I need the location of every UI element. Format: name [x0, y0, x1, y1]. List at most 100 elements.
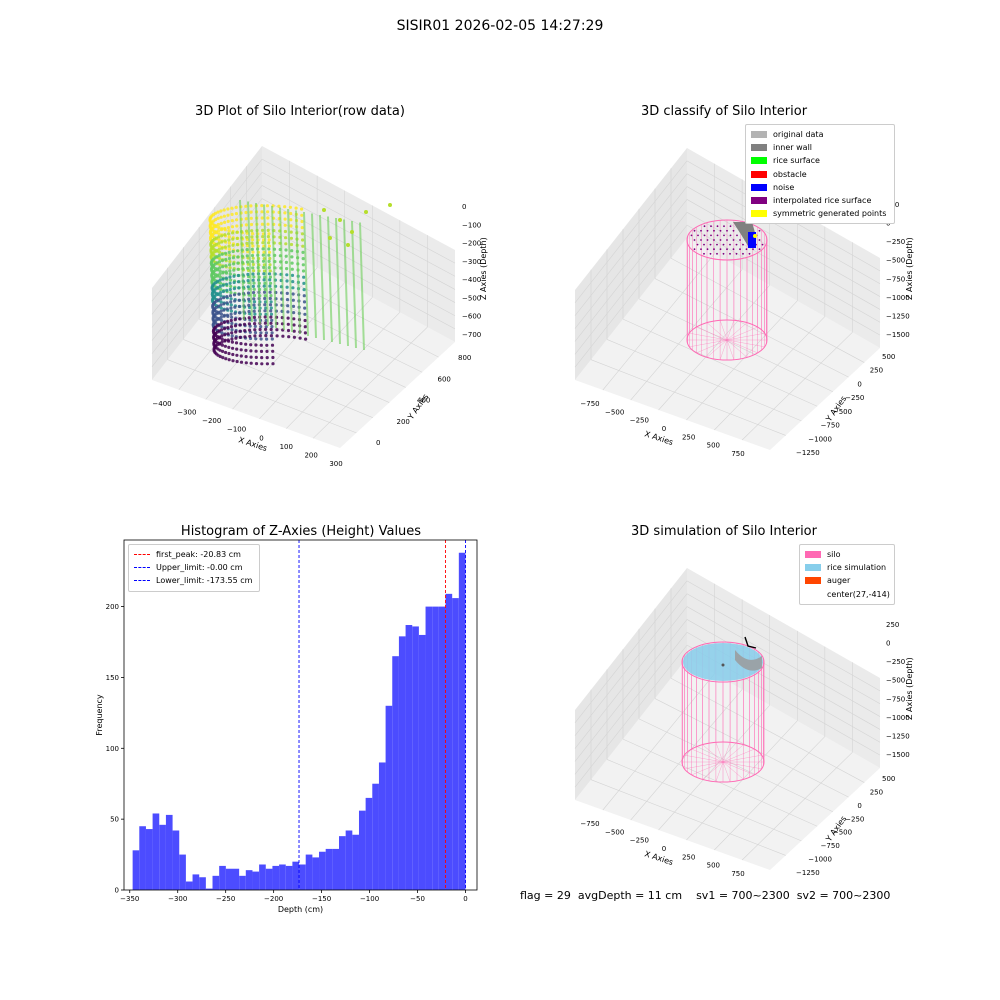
raw-point: [286, 322, 290, 326]
grid-line: [246, 258, 439, 358]
legend-label: first_peak: -20.83 cm: [156, 550, 241, 560]
raw-point: [247, 316, 251, 320]
x-axis-label: X Axies: [643, 849, 674, 867]
grid-line: [606, 759, 802, 842]
raw-point: [235, 236, 239, 240]
raw-point: [238, 323, 242, 327]
raw-point: [236, 273, 240, 278]
histogram-bar: [432, 606, 439, 890]
histogram-bar: [352, 834, 359, 890]
z-tick-label: −1250: [886, 312, 910, 320]
raw-point: [231, 346, 235, 350]
raw-point: [268, 290, 272, 294]
raw-point: [250, 241, 254, 245]
raw-point: [289, 218, 293, 222]
histogram-bar: [259, 864, 266, 890]
raw-point: [236, 249, 240, 253]
raw-point: [253, 334, 257, 338]
raw-point: [217, 335, 221, 339]
z-tick-label: −1000: [886, 294, 910, 302]
surface-point: [719, 229, 722, 232]
legend-label: rice surface: [773, 156, 820, 166]
grid-line: [574, 224, 688, 368]
legend-entry: rice surface: [751, 154, 889, 167]
legend-swatch: [805, 551, 821, 559]
raw-point: [266, 210, 270, 214]
raw-point: [262, 265, 266, 270]
grid-line: [686, 720, 798, 841]
raw-point: [291, 280, 295, 284]
y-tick-label: −1250: [796, 869, 820, 877]
raw-point: [254, 343, 258, 347]
raw-point: [235, 347, 239, 351]
histogram-bar: [392, 656, 399, 890]
silo-floor-spoke: [719, 339, 728, 360]
raw-point: [253, 306, 257, 310]
surface-point: [723, 234, 725, 237]
histogram-bar: [225, 868, 233, 890]
raw-point: [229, 300, 233, 304]
raw-3d-plot: −400 −300 −200 −100 0 100 200 300 0 200 400 600 800 0…: [151, 146, 488, 468]
silo-floor-spoke: [726, 322, 748, 341]
raw-point: [218, 278, 222, 282]
raw-point: [224, 270, 228, 274]
silo-floor-spoke: [726, 339, 748, 358]
raw-point: [302, 281, 306, 285]
raw-point: [217, 244, 221, 248]
histogram-bar: [285, 865, 293, 890]
raw-point: [281, 334, 285, 338]
grid-line: [261, 172, 456, 277]
silo-floor-spoke: [702, 744, 724, 763]
raw-point: [248, 328, 252, 332]
raw-point-column: [279, 207, 285, 331]
raw-point: [220, 328, 224, 332]
raw-point: [219, 221, 223, 225]
raw-point: [232, 262, 236, 266]
raw-point: [252, 303, 256, 307]
grid-line: [654, 278, 849, 378]
histogram-bar: [458, 552, 466, 890]
raw-point: [238, 335, 242, 339]
histogram-bar: [325, 848, 333, 890]
raw-point: [227, 256, 231, 261]
raw-point: [291, 292, 295, 296]
histogram-bar: [398, 636, 406, 890]
grid-line: [686, 580, 881, 692]
raw-point: [249, 216, 253, 220]
raw-point: [261, 259, 266, 263]
z-tick-label: −600: [462, 313, 481, 321]
raw-point: [233, 324, 238, 328]
grid-line: [151, 211, 263, 354]
raw-point: [220, 340, 224, 344]
raw-point: [265, 204, 269, 208]
raw-point: [219, 209, 223, 213]
raw-point: [237, 311, 242, 315]
z-tick-label: −200: [462, 240, 481, 248]
raw-point: [267, 266, 271, 270]
raw-point: [284, 236, 288, 240]
histogram-bar: [192, 874, 200, 890]
histogram-bar: [232, 868, 240, 890]
grid-line: [151, 224, 263, 368]
z-axis-label: Z Axies (Depth): [905, 657, 914, 720]
raw-point: [216, 210, 220, 214]
raw-point: [244, 355, 248, 359]
raw-point: [259, 343, 263, 347]
raw-point: [300, 207, 304, 211]
grid-line: [574, 580, 688, 724]
raw-point: [226, 219, 230, 223]
raw-point: [222, 302, 226, 306]
raw-point: [234, 336, 238, 340]
histogram-bar: [292, 861, 300, 890]
y-tick-label: −500: [833, 829, 852, 837]
raw-point: [261, 247, 265, 251]
raw-point: [217, 226, 221, 230]
y-tick-label: −250: [845, 394, 864, 402]
raw-point: [265, 337, 269, 341]
raw-point: [232, 287, 236, 291]
raw-point: [230, 331, 234, 335]
legend-swatch: [134, 567, 150, 569]
surface-point: [709, 243, 712, 246]
raw-point: [338, 218, 342, 222]
grid-line: [686, 212, 881, 323]
